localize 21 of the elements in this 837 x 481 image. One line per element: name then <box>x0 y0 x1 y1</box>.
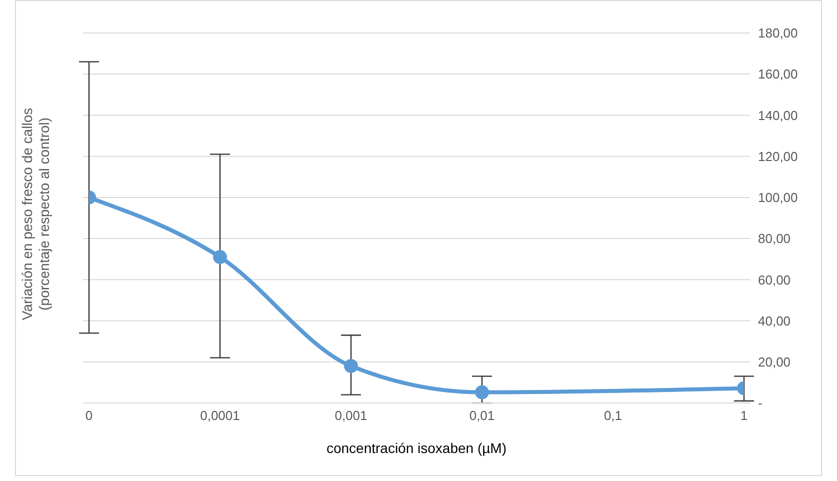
point <box>344 359 358 373</box>
x-tick-label: 1 <box>740 408 748 424</box>
y-tick-label: 120,00 <box>758 148 798 164</box>
y-tick-label: 160,00 <box>758 66 798 82</box>
point <box>213 250 227 264</box>
x-axis-title: concentración isoxaben (µM) <box>326 440 507 456</box>
x-tick-label: 0 <box>85 408 93 424</box>
x-tick-label: 0,001 <box>334 408 368 424</box>
y-axis-title: Variación en peso fresco de callos (porcentaje respecto al control) <box>19 108 52 320</box>
y-tick-label: 40,00 <box>758 313 791 328</box>
y-tick-label: 60,00 <box>758 272 791 288</box>
y-tick-label: 180,00 <box>758 26 798 41</box>
y-tick-label: 140,00 <box>758 108 798 123</box>
y-tick-label: 20,00 <box>758 354 791 370</box>
y-tick-label: 100,00 <box>758 190 798 206</box>
x-tick-label: 0,0001 <box>200 408 240 424</box>
y-tick-label: - <box>758 396 762 411</box>
point <box>475 385 489 400</box>
x-tick-label: 0,1 <box>604 408 622 424</box>
y-tick-label: 80,00 <box>758 231 791 246</box>
x-tick-label: 0,01 <box>469 408 495 424</box>
